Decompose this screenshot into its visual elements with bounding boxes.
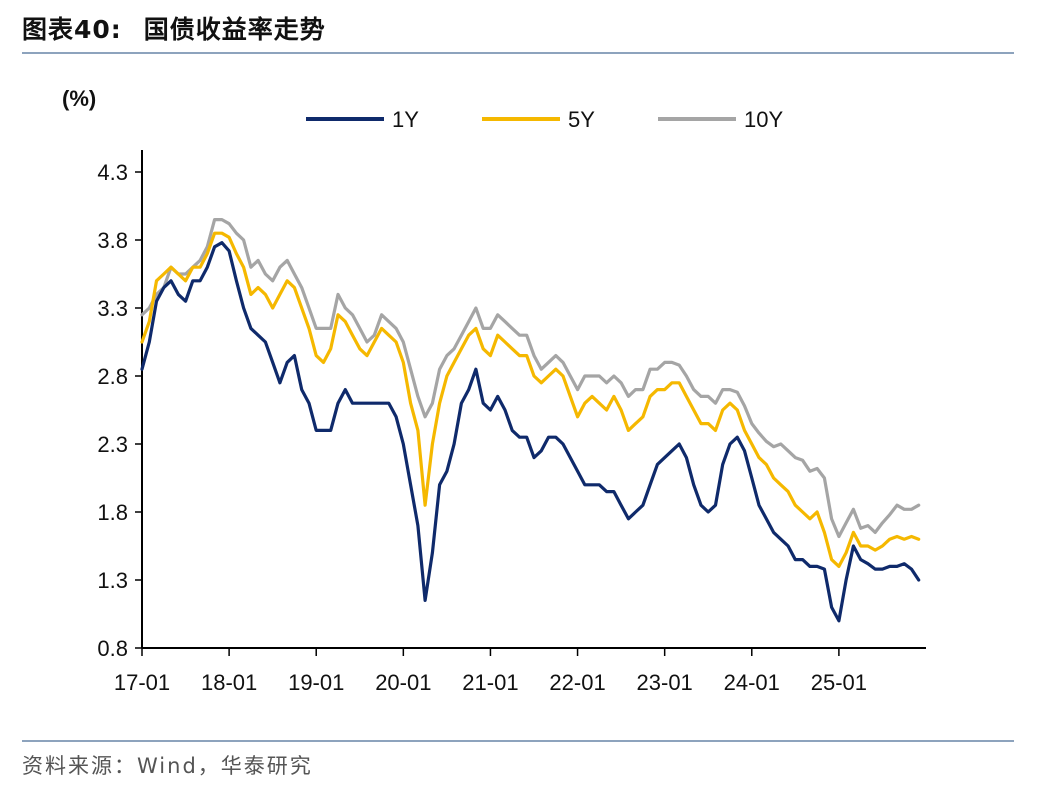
x-tick-label: 21-01 <box>462 670 518 695</box>
y-tick-label: 2.3 <box>97 432 128 457</box>
x-axis: 17-01 18-01 19-01 20-01 21-01 22-01 23-01 24-01… <box>114 647 926 695</box>
y-tick-label: 4.3 <box>97 160 128 185</box>
y-tick-label: 1.8 <box>97 500 128 525</box>
y-tick-label: 3.3 <box>97 296 128 321</box>
plot-area <box>140 218 921 623</box>
series-line-10y <box>140 218 921 539</box>
figure-title-bar: 图表40: 国债收益率走势 <box>22 10 326 46</box>
x-tick-label: 24-01 <box>724 670 780 695</box>
x-tick-label: 17-01 <box>114 670 170 695</box>
x-tick-label: 19-01 <box>288 670 344 695</box>
x-tick-label: 23-01 <box>637 670 693 695</box>
y-tick-label: 1.3 <box>97 568 128 593</box>
figure-label: 图表40: <box>22 15 122 44</box>
series-line-1y <box>140 241 921 623</box>
chart-legend: 1Y 5Y 10Y <box>306 107 783 132</box>
y-tick-label: 3.8 <box>97 228 128 253</box>
series-line-5y <box>140 231 921 569</box>
yield-line-chart: (%) 1Y 5Y 10Y 4.3 3.8 3.3 2.8 2.3 1.8 1.3 0.8 17-… <box>62 86 926 695</box>
source-divider <box>22 740 1014 742</box>
x-tick-label: 25-01 <box>811 670 867 695</box>
source-note: 资料来源：Wind，华泰研究 <box>22 754 313 778</box>
y-tick-label: 2.8 <box>97 364 128 389</box>
legend-label: 10Y <box>744 107 783 132</box>
figure-title: 国债收益率走势 <box>143 15 326 44</box>
x-tick-label: 18-01 <box>201 670 257 695</box>
legend-item-1y: 1Y <box>306 107 419 132</box>
legend-item-5y: 5Y <box>482 107 595 132</box>
x-tick-label: 22-01 <box>549 670 605 695</box>
legend-label: 5Y <box>568 107 595 132</box>
legend-item-10y: 10Y <box>658 107 783 132</box>
legend-label: 1Y <box>392 107 419 132</box>
title-divider <box>22 52 1014 54</box>
y-axis: 4.3 3.8 3.3 2.8 2.3 1.8 1.3 0.8 <box>97 150 143 661</box>
y-tick-label: 0.8 <box>97 636 128 661</box>
x-tick-label: 20-01 <box>375 670 431 695</box>
unit-label: (%) <box>62 86 96 111</box>
